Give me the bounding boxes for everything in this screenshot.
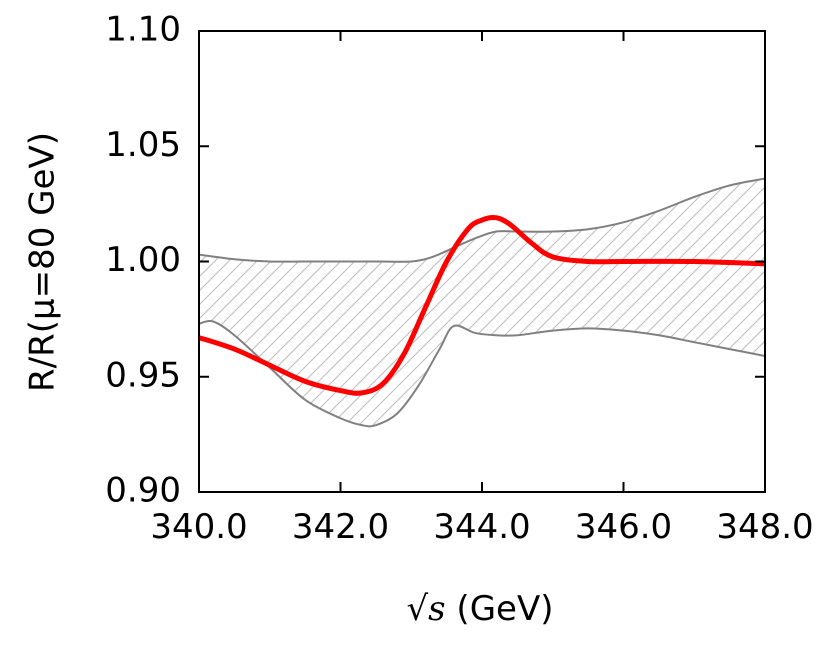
x-tick-label: 346.0: [575, 507, 672, 547]
uncertainty-band-fill: [199, 178, 765, 427]
x-tick-label: 340.0: [150, 507, 247, 547]
axis-ticks: 340.0 342.0 344.0 346.0 348.0 0.90 0.95 1.00 1.0…: [105, 10, 813, 548]
band-upper-line: [199, 177, 765, 263]
y-tick-label: 0.90: [105, 471, 181, 511]
x-axis-title-unit: (GeV): [446, 589, 554, 629]
x-tick-label: 344.0: [433, 507, 530, 547]
y-tick-label: 1.05: [105, 125, 181, 165]
y-tick-label: 1.00: [105, 240, 181, 280]
x-axis-title: √s (GeV): [407, 589, 554, 629]
series-line-0: [199, 214, 765, 396]
plot-area: [199, 177, 765, 428]
x-tick-label: 348.0: [716, 507, 813, 547]
y-tick-label: 1.10: [105, 10, 181, 50]
x-axis-title-sqrt-s: √s: [407, 589, 446, 629]
y-tick-label: 0.95: [105, 355, 181, 395]
y-axis-title: R/R(μ=80 GeV): [23, 132, 63, 392]
x-tick-label: 342.0: [292, 507, 389, 547]
band-lower-line: [199, 319, 765, 428]
